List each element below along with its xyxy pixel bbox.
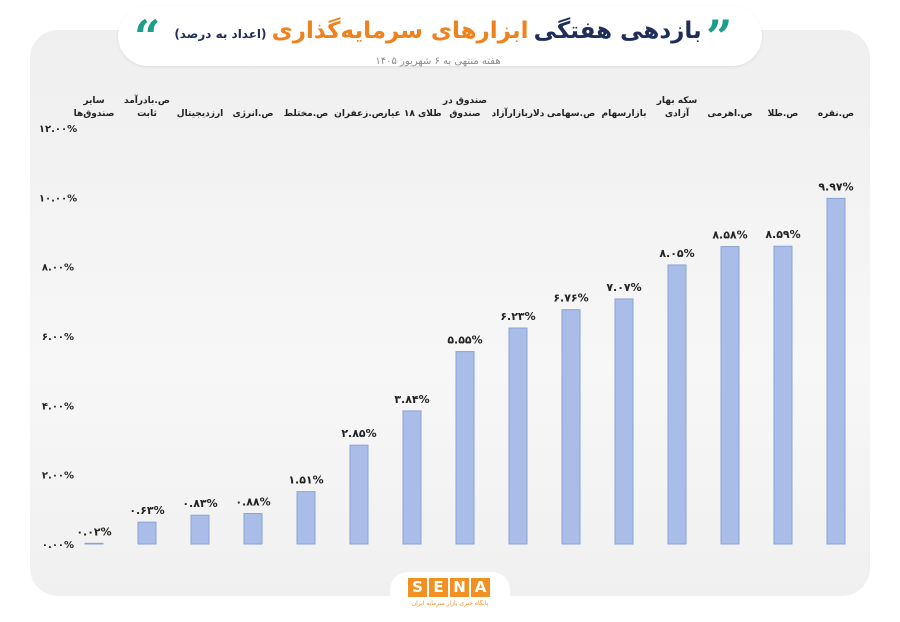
y-tick-label: ۱۲.۰۰% (39, 124, 77, 135)
category-label: سایر (82, 96, 104, 106)
bar (455, 351, 475, 545)
category-label: ص.نقره (818, 109, 854, 119)
category-label: ص.زعفران (334, 109, 384, 119)
bar (508, 327, 528, 545)
bar-value-label: ۳.۸۴% (394, 393, 429, 406)
category-label: دلاربازارآزاد (492, 107, 545, 119)
bar (402, 410, 422, 545)
category-label: ص.اهرمی (707, 109, 752, 119)
bar (561, 309, 581, 545)
bar (667, 264, 687, 545)
y-tick-label: ۶.۰۰% (42, 332, 74, 343)
category-label: سکه بهار (656, 96, 698, 106)
bar (349, 444, 369, 545)
logo-letter: N (450, 578, 469, 597)
quote-mark-left-icon: “ (134, 10, 161, 64)
bar-value-label: ۸.۵۹% (765, 228, 800, 241)
category-label: صندوق (449, 109, 480, 119)
quote-mark-right-icon: ” (706, 10, 733, 64)
category-label: ثابت (137, 109, 157, 119)
bar-value-label: ۸.۰۵% (659, 247, 694, 260)
y-tick-label: ۴.۰۰% (42, 401, 74, 412)
bar-value-label: ۶.۲۳% (500, 310, 535, 323)
bar-value-label: ۰.۰۲% (76, 525, 111, 538)
category-label: ارزدیجیتال (177, 109, 223, 119)
title-note: (اعداد به درصد) (174, 27, 267, 41)
bar-value-label: ۷.۰۷% (606, 281, 641, 294)
bar-value-label: ۲.۸۵% (341, 427, 376, 440)
bar-value-label: ۰.۸۸% (235, 495, 270, 508)
bar-value-label: ۹.۹۷% (818, 180, 853, 193)
chart-subtitle: هفته منتهی به ۶ شهریور ۱۴۰۵ (375, 56, 501, 67)
logo-letter: S (408, 578, 427, 597)
category-label: ص.مختلط (284, 109, 329, 119)
bar-value-label: ۶.۷۶% (553, 292, 588, 305)
category-label: ص.سهامی (547, 109, 595, 119)
bar-value-label: ۱.۵۱% (288, 474, 323, 487)
bar (137, 521, 157, 545)
category-label: صندوق در (442, 96, 487, 106)
category-label: ص.انرژی (232, 109, 273, 119)
y-tick-label: ۱۰.۰۰% (39, 193, 77, 204)
title-main: بازدهی هفتگی (533, 18, 702, 44)
y-tick-label: ۰.۰۰% (42, 540, 74, 551)
title-accent: ابزارهای سرمایه‌گذاری (271, 18, 529, 44)
y-tick-label: ۲.۰۰% (42, 471, 74, 482)
logo-letter: E (429, 578, 448, 597)
category-label: ص.بادرآمد (124, 94, 170, 106)
chart-title: بازدهی هفتگی ابزارهای سرمایه‌گذاری (اعدا… (170, 18, 706, 44)
bar-value-label: ۸.۵۸% (712, 229, 747, 242)
bar (296, 491, 316, 545)
bar (773, 245, 793, 545)
category-label: طلای ۱۸ عیار (381, 109, 441, 119)
bar-value-label: ۵.۵۵% (447, 334, 482, 347)
logo-letter: A (471, 578, 490, 597)
bar (720, 246, 740, 545)
bar (243, 512, 263, 545)
category-label: صندوق‌ها (74, 109, 115, 119)
bar-value-label: ۰.۸۳% (182, 497, 217, 510)
bar-value-label: ۰.۶۳% (129, 504, 164, 517)
bar (190, 514, 210, 545)
bar (614, 298, 634, 545)
bar (826, 197, 846, 545)
logo-tagline: پایگاه خبری بازار سرمایه ایران (411, 600, 489, 607)
bar (84, 542, 104, 545)
category-label: ص.طلا (768, 109, 799, 119)
y-tick-label: ۸.۰۰% (42, 263, 74, 274)
category-label: بازارسهام (602, 109, 647, 119)
title-banner (118, 6, 762, 66)
category-label: آزادی (665, 107, 690, 119)
